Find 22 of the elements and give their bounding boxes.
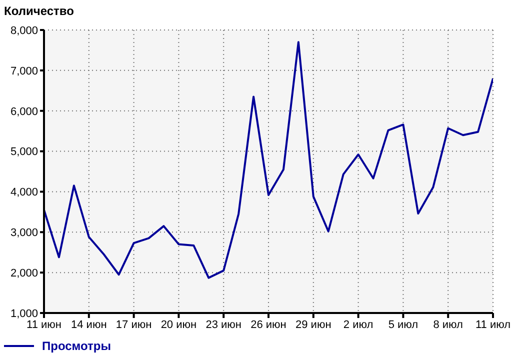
x-tick-label: 20 июн xyxy=(160,318,197,331)
line-series xyxy=(44,41,493,279)
x-tick-label: 11 июн xyxy=(26,318,62,331)
x-tick-label: 11 июл xyxy=(475,318,511,331)
y-tick-label: 2,000 xyxy=(10,267,38,280)
legend-label: Просмотры xyxy=(42,339,112,353)
x-tick-label: 29 июн xyxy=(296,318,332,331)
y-tick-label: 7,000 xyxy=(10,65,38,78)
x-tick-label: 17 июн xyxy=(116,318,152,331)
y-tick-label: 5,000 xyxy=(10,146,38,158)
x-tick-label: 5 июл xyxy=(388,318,418,331)
y-tick-label: 6,000 xyxy=(10,106,38,118)
x-tick-label: 26 июн xyxy=(250,318,286,331)
y-tick-label: 1,000 xyxy=(10,308,38,320)
y-tick-label: 4,000 xyxy=(10,186,38,199)
y-tick-label: 8,000 xyxy=(10,24,38,37)
x-tick-label: 23 июн xyxy=(206,318,242,331)
y-axis-title: Количество xyxy=(4,4,74,18)
x-tick-label: 2 июл xyxy=(343,318,374,331)
x-tick-label: 8 июл xyxy=(433,318,463,331)
y-tick-label: 3,000 xyxy=(10,227,38,240)
x-tick-label: 14 июн xyxy=(71,318,107,331)
